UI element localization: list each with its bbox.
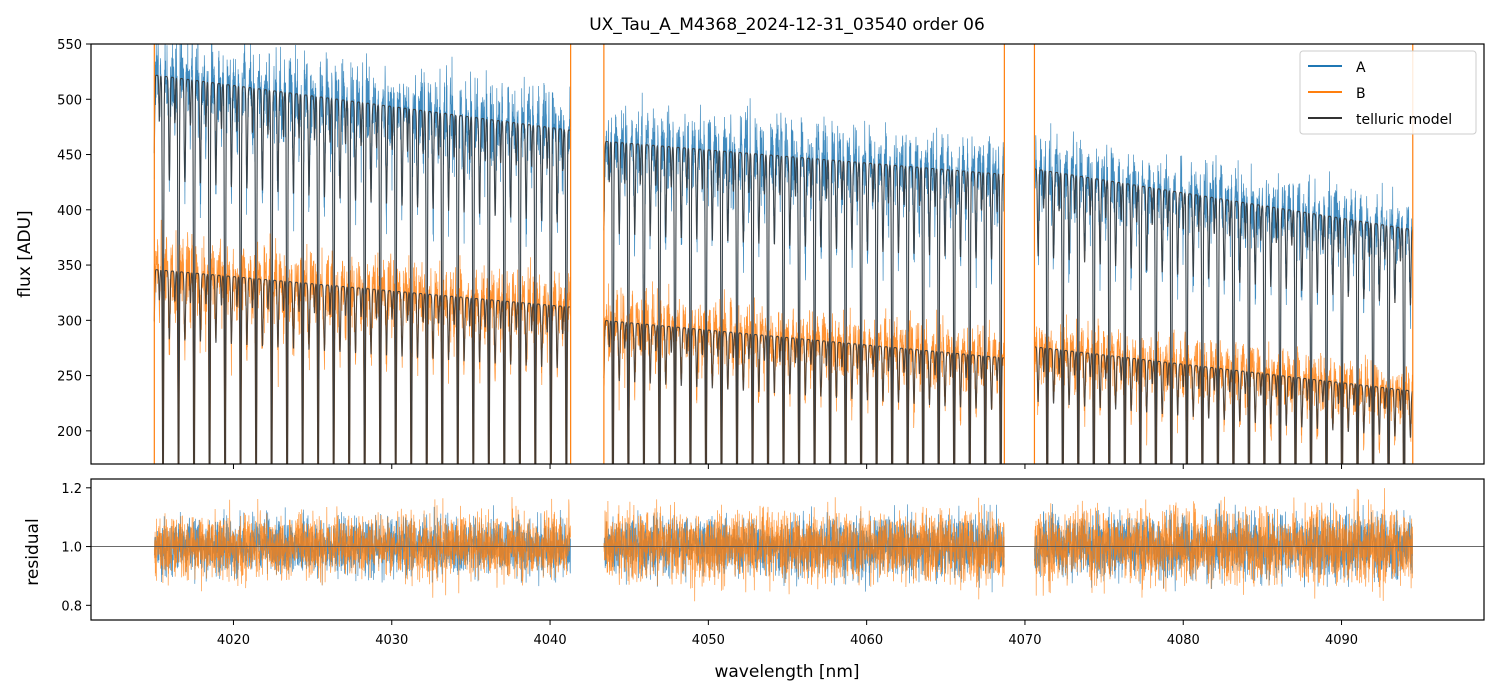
- telluric-model-b-segment-2: [603, 320, 1005, 464]
- y-tick-label: 200: [57, 425, 82, 440]
- residual-x-axis: 4020 4030 4040 4050 4060 4070 4080 4090: [217, 620, 1358, 648]
- residual-b-segment-3: [1034, 488, 1413, 601]
- flux-y-label: flux [ADU]: [15, 210, 35, 297]
- legend: A B telluric model: [1299, 50, 1477, 135]
- residual-y-axis: 0.8 1.0 1.2: [61, 482, 91, 614]
- y-tick-label: 400: [57, 204, 82, 219]
- residual-panel: 0.81.01.2 4020 4030 4040 4050 4060 4070 4080 40…: [23, 478, 1485, 682]
- flux-plot-area: [153, 44, 1414, 464]
- x-tick-label: 4050: [692, 633, 725, 648]
- x-tick-label: 4060: [850, 633, 883, 648]
- y-tick-label: 1.2: [61, 482, 82, 497]
- y-tick-label: 500: [57, 93, 82, 108]
- legend-box: [1299, 50, 1477, 135]
- x-tick-label: 4070: [1008, 633, 1041, 648]
- x-tick-label: 4080: [1167, 633, 1200, 648]
- residual-b-segment-2: [603, 497, 1005, 602]
- x-tick-label: 4020: [217, 633, 250, 648]
- y-tick-label: 350: [57, 259, 82, 274]
- y-tick-label: 300: [57, 314, 82, 329]
- telluric-model-a-segment-1: [153, 74, 571, 464]
- x-axis-label: wavelength [nm]: [714, 662, 859, 682]
- residual-y-label: residual: [23, 518, 43, 585]
- legend-label-a: A: [1356, 60, 1366, 76]
- flux-x-axis: [232, 464, 1343, 469]
- residual-axes-frame: [90, 478, 1485, 621]
- flux-y-axis: 200 250 300 350 400 450 500 550: [57, 38, 91, 440]
- telluric-model-a-segment-2: [603, 140, 1005, 464]
- legend-label-b: B: [1356, 86, 1366, 102]
- telluric-model-b-segment-3: [1034, 346, 1414, 464]
- x-tick-label: 4040: [534, 633, 567, 648]
- flux-axes-frame: [90, 43, 1485, 465]
- y-tick-label: 550: [57, 38, 82, 53]
- y-tick-label: 450: [57, 149, 82, 164]
- telluric-model-b-segment-1: [153, 269, 571, 464]
- residual-b-segment-1: [153, 496, 571, 598]
- legend-label-model: telluric model: [1356, 112, 1452, 128]
- y-tick-label: 0.8: [61, 599, 82, 614]
- y-tick-label: 1.0: [61, 541, 82, 556]
- x-tick-label: 4030: [375, 633, 408, 648]
- telluric-model-a-segment-3: [1034, 168, 1414, 464]
- chart-title: UX_Tau_A_M4368_2024-12-31_03540 order 06: [589, 15, 985, 35]
- flux-panel: 200 250 300 350 400 450 500 550 flux [ADU] A B …: [15, 38, 1485, 469]
- y-tick-label: 250: [57, 370, 82, 385]
- residual-plot-area: [91, 488, 1484, 602]
- x-tick-label: 4090: [1325, 633, 1358, 648]
